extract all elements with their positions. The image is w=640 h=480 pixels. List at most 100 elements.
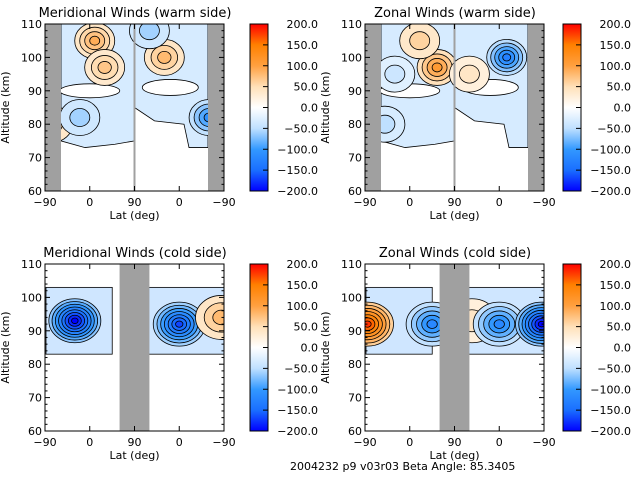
y-tick-label: 100 bbox=[341, 51, 362, 64]
colorbar-tick-label: −100.0 bbox=[277, 383, 318, 396]
colorbar-tick-label: 200.0 bbox=[600, 18, 632, 31]
masked-region bbox=[133, 24, 136, 191]
colorbar-tick-label: −50.0 bbox=[284, 122, 318, 135]
colorbar-tick-label: 150.0 bbox=[287, 279, 319, 292]
contour-level bbox=[212, 309, 224, 326]
contour-level bbox=[384, 64, 406, 84]
contour-level bbox=[365, 320, 372, 328]
colorbar: 200.0 150.0 100.0 50.0 0.0 −50.0 −100.0 −150.0 −… bbox=[249, 258, 319, 438]
y-tick-label: 90 bbox=[28, 325, 42, 338]
colorbar-tick-label: −200.0 bbox=[590, 185, 631, 198]
contour-level bbox=[502, 53, 512, 62]
colorbar-tick-label: 0.0 bbox=[301, 342, 319, 355]
panel-title: Meridional Winds (warm side) bbox=[39, 6, 232, 21]
contour-level bbox=[409, 31, 431, 51]
x-tick-label: 0 bbox=[406, 196, 413, 209]
y-tick-label: 110 bbox=[341, 18, 362, 31]
colorbar-tick-label: 0.0 bbox=[301, 102, 319, 115]
x-tick-label: 0 bbox=[496, 196, 503, 209]
colorbar: 200.0 150.0 100.0 50.0 0.0 −50.0 −100.0 −150.0 −… bbox=[562, 18, 632, 198]
x-tick-label: −90 bbox=[212, 436, 235, 449]
contour-level bbox=[157, 51, 172, 64]
colorbar-tick-label: −100.0 bbox=[590, 383, 631, 396]
y-tick-label: 110 bbox=[21, 258, 42, 271]
y-axis-label: Altitude (km) bbox=[0, 71, 12, 143]
y-tick-label: 80 bbox=[348, 118, 362, 131]
y-tick-label: 70 bbox=[348, 392, 362, 405]
y-tick-label: 110 bbox=[341, 258, 362, 271]
y-tick-label: 70 bbox=[28, 152, 42, 165]
y-tick-label: 90 bbox=[348, 325, 362, 338]
colorbar-tick-label: 200.0 bbox=[600, 258, 632, 271]
colorbar-tick-label: 200.0 bbox=[287, 258, 319, 271]
colorbar-tick-label: 150.0 bbox=[287, 39, 319, 52]
y-axis-label: Altitude (km) bbox=[0, 311, 12, 383]
colorbar-tick-label: −200.0 bbox=[277, 425, 318, 438]
colorbar-tick-label: −100.0 bbox=[590, 143, 631, 156]
x-axis-label: Lat (deg) bbox=[110, 209, 160, 222]
y-axis-label: Altitude (km) bbox=[319, 311, 332, 383]
colorbar-tick-label: 150.0 bbox=[600, 39, 632, 52]
y-tick-label: 90 bbox=[28, 85, 42, 98]
contour-level bbox=[426, 319, 438, 329]
y-tick-label: 70 bbox=[348, 152, 362, 165]
x-tick-label: 90 bbox=[448, 196, 462, 209]
x-tick-label: 0 bbox=[86, 436, 93, 449]
colorbar-tick-label: −100.0 bbox=[277, 143, 318, 156]
panel-meridional-cold: 60 70 80 90 100 110 −90 0 90 0 −90 Meridional Winds… bbox=[0, 246, 318, 462]
colorbar-tick-label: 50.0 bbox=[294, 321, 319, 334]
colorbar-tick-label: 150.0 bbox=[600, 279, 632, 292]
colorbar-tick-label: 50.0 bbox=[607, 81, 632, 94]
colorbar-tick-label: 50.0 bbox=[294, 81, 319, 94]
y-tick-label: 100 bbox=[341, 291, 362, 304]
panel-title: Meridional Winds (cold side) bbox=[43, 246, 226, 261]
colorbar-tick-label: 100.0 bbox=[600, 60, 632, 73]
x-tick-label: −90 bbox=[532, 196, 555, 209]
y-tick-label: 110 bbox=[21, 18, 42, 31]
colorbar-tick-label: −150.0 bbox=[590, 164, 631, 177]
masked-region bbox=[119, 264, 150, 431]
contour-level bbox=[139, 24, 160, 41]
panel-zonal-warm: 60 70 80 90 100 110 −90 0 90 0 −90 Zonal Winds (war… bbox=[319, 6, 631, 222]
x-tick-label: 0 bbox=[86, 196, 93, 209]
colorbar-tick-label: 100.0 bbox=[287, 60, 319, 73]
y-tick-label: 100 bbox=[21, 291, 42, 304]
colorbar-tick-label: 100.0 bbox=[600, 300, 632, 313]
contour bbox=[59, 83, 121, 99]
panel-title: Zonal Winds (cold side) bbox=[379, 246, 531, 261]
contour-level bbox=[175, 320, 184, 328]
footer-text: 2004232 p9 v03r03 Beta Angle: 85.3405 bbox=[290, 460, 515, 473]
x-tick-label: 0 bbox=[496, 436, 503, 449]
masked-region bbox=[45, 24, 61, 191]
colorbar-tick-label: 0.0 bbox=[614, 342, 632, 355]
colorbar-tick-label: −150.0 bbox=[590, 404, 631, 417]
panel-zonal-cold: 60 70 80 90 100 110 −90 0 90 0 −90 Zonal Winds (col… bbox=[319, 246, 631, 462]
x-tick-label: 0 bbox=[176, 196, 183, 209]
x-axis-label: Lat (deg) bbox=[430, 209, 480, 222]
plot-area bbox=[365, 264, 544, 431]
contour-level bbox=[89, 35, 101, 46]
y-tick-label: 100 bbox=[21, 51, 42, 64]
y-tick-label: 60 bbox=[28, 425, 42, 438]
colorbar-tick-label: −200.0 bbox=[590, 425, 631, 438]
x-tick-label: −90 bbox=[353, 196, 376, 209]
x-tick-label: −90 bbox=[353, 436, 376, 449]
x-axis-label: Lat (deg) bbox=[430, 449, 480, 462]
contour bbox=[141, 79, 199, 96]
x-tick-label: 90 bbox=[128, 436, 142, 449]
x-tick-label: −90 bbox=[212, 196, 235, 209]
y-tick-label: 60 bbox=[348, 185, 362, 198]
colorbar-tick-label: −200.0 bbox=[277, 185, 318, 198]
colorbar-tick-label: −50.0 bbox=[597, 122, 631, 135]
x-tick-label: −90 bbox=[33, 436, 56, 449]
panel-title: Zonal Winds (warm side) bbox=[374, 6, 536, 21]
y-tick-label: 80 bbox=[28, 358, 42, 371]
y-tick-label: 80 bbox=[28, 118, 42, 131]
y-tick-label: 80 bbox=[348, 358, 362, 371]
x-axis-label: Lat (deg) bbox=[110, 449, 160, 462]
x-tick-label: 90 bbox=[128, 196, 142, 209]
y-tick-label: 70 bbox=[28, 392, 42, 405]
colorbar-tick-label: 50.0 bbox=[607, 321, 632, 334]
masked-region bbox=[365, 24, 381, 191]
y-axis-label: Altitude (km) bbox=[319, 71, 332, 143]
